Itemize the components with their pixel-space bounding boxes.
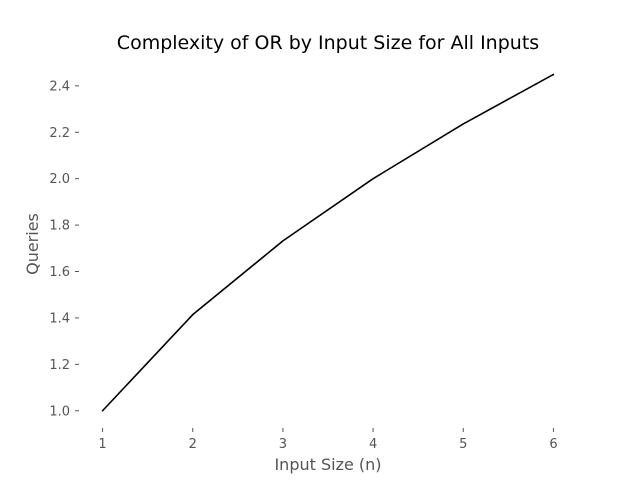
y-tick-label: 2.0 [49, 172, 70, 187]
y-axis-label: Queries [23, 213, 42, 275]
x-tick-label: 2 [189, 437, 197, 452]
x-tick-label: 1 [98, 437, 106, 452]
data-point [462, 123, 465, 125]
y-tick-label: 2.4 [49, 79, 70, 94]
x-tick-label: 3 [279, 437, 287, 452]
y-tick-label: 1.8 [49, 219, 70, 234]
y-tick-label: 1.6 [49, 265, 70, 280]
series-line [101, 73, 554, 412]
data-point [372, 177, 374, 180]
data-point [282, 240, 284, 242]
y-tick-label: 1.2 [49, 358, 70, 373]
x-tick-label: 5 [459, 437, 467, 452]
data-point [552, 73, 555, 76]
plot-area [101, 73, 555, 412]
x-axis: 1 2 3 4 5 6 [98, 428, 558, 452]
data-point [101, 409, 104, 412]
x-tick-label: 6 [549, 437, 557, 452]
y-tick-label: 2.2 [49, 126, 70, 141]
data-point [191, 313, 194, 316]
y-tick-label: 1.4 [49, 311, 70, 326]
y-axis: 1.0 1.2 1.4 1.6 1.8 2.0 2.2 2.4 [49, 79, 79, 419]
x-tick-label: 4 [369, 437, 377, 452]
x-axis-label: Input Size (n) [274, 455, 381, 474]
chart-title: Complexity of OR by Input Size for All I… [117, 32, 539, 54]
y-tick-label: 1.0 [49, 404, 70, 419]
